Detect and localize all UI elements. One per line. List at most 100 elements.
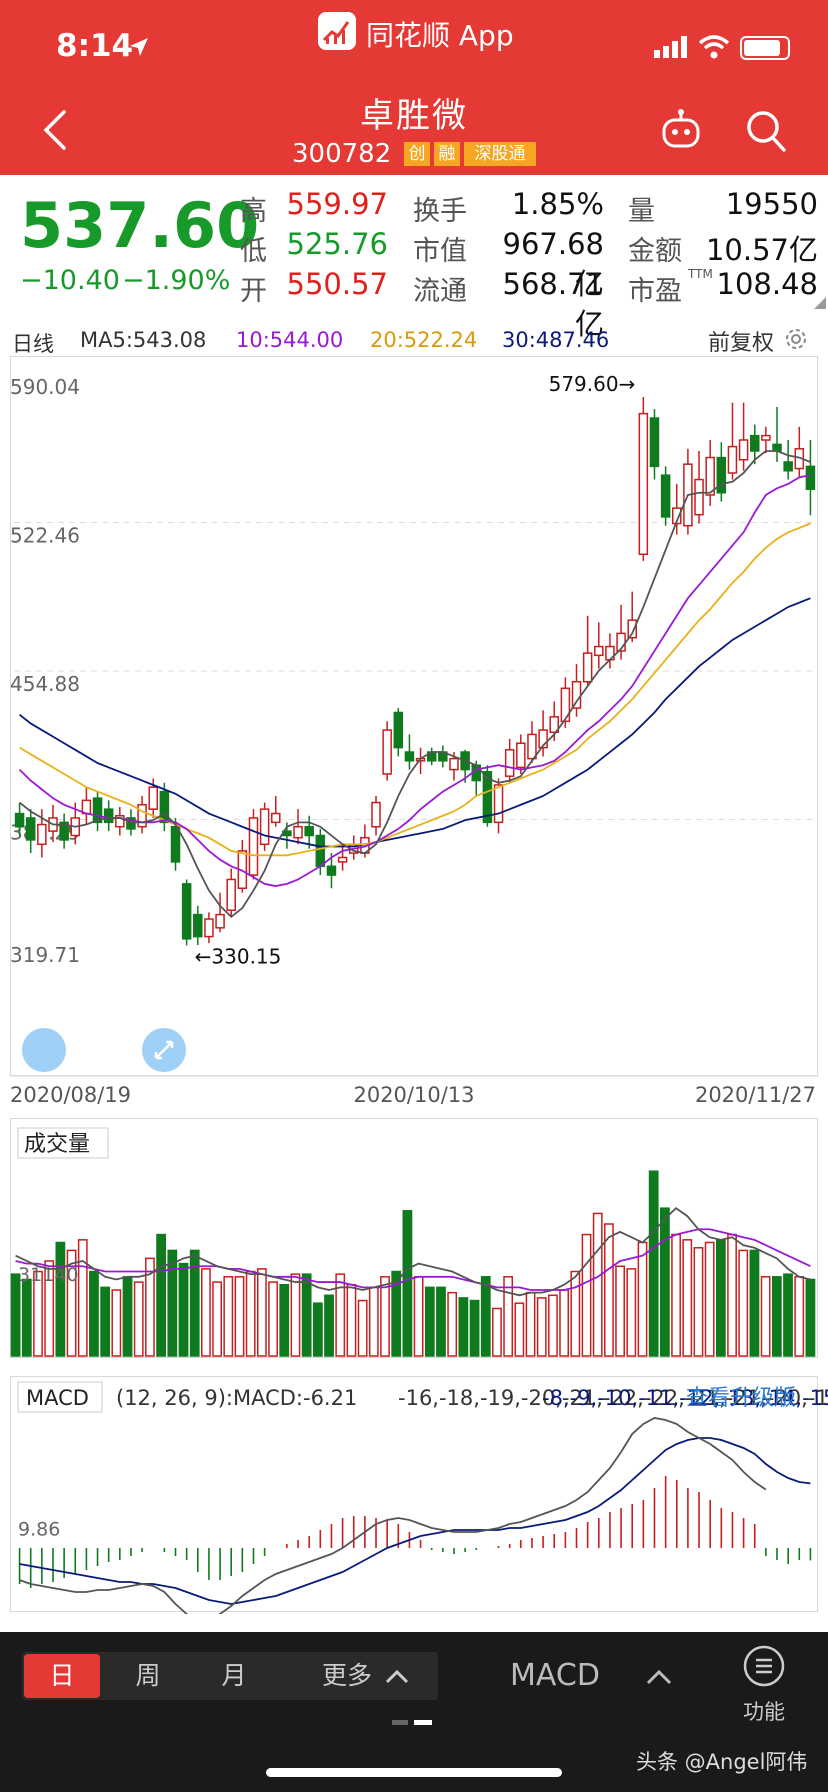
volume-bar: [805, 1278, 816, 1357]
volume-bar: [626, 1268, 637, 1357]
candle-body: [594, 645, 604, 657]
volume-bar: [335, 1273, 346, 1357]
volume-bar: [245, 1270, 256, 1357]
indicator-selector[interactable]: MACD: [510, 1654, 680, 1698]
volume-bar: [693, 1247, 704, 1357]
macd-title-box: [17, 1381, 103, 1413]
candle-body: [805, 465, 816, 490]
candle-body: [137, 804, 147, 828]
volume-bar: [380, 1276, 390, 1357]
volume-bar: [111, 1289, 122, 1357]
volume-bar: [133, 1281, 144, 1357]
candle-body: [271, 812, 281, 824]
volume-bar: [424, 1286, 435, 1357]
volume-bar: [436, 1286, 446, 1357]
volume-bar: [189, 1249, 200, 1357]
volume-bar: [525, 1291, 536, 1357]
location-arrow-icon: [130, 38, 148, 56]
volume-bar: [178, 1262, 189, 1357]
volume-bar: [145, 1257, 155, 1357]
candle-body: [226, 878, 236, 911]
amount-label: 金额: [628, 236, 682, 267]
tab-day[interactable]: 日: [24, 1654, 100, 1698]
candle-body: [115, 814, 125, 828]
volume-ma5-line: [15, 1206, 811, 1297]
adjust-selector[interactable]: 前复权: [708, 325, 774, 357]
candle-body: [527, 733, 537, 760]
robot-assistant-button[interactable]: [658, 108, 704, 154]
turnover-value: 1.85%: [511, 187, 604, 221]
volume-bar: [771, 1276, 782, 1357]
kline-y-tick: 522.46: [10, 524, 80, 548]
mcap-value: 967.68亿: [502, 227, 604, 301]
kline-expand-button[interactable]: [142, 1028, 186, 1072]
volume-value: 19550: [725, 187, 818, 221]
signal-icon: [654, 36, 690, 58]
page-dot-active: [414, 1720, 432, 1725]
volume-bar: [122, 1276, 133, 1357]
badge-rong: 融: [434, 142, 460, 166]
expand-arrows-icon: [154, 1040, 174, 1060]
candle-body: [215, 913, 225, 929]
candle-body: [727, 445, 738, 474]
volume-y-tick: 31140: [18, 1264, 78, 1286]
macd-title: MACD: [26, 1386, 89, 1410]
candle-body: [393, 711, 404, 749]
volume-bar: [33, 1270, 43, 1357]
tab-week-label: 周: [135, 1661, 161, 1690]
tab-week[interactable]: 周: [110, 1654, 186, 1698]
volume-bar: [290, 1273, 301, 1357]
indicator-chevron-up-icon[interactable]: [644, 1666, 674, 1688]
expand-triangle-icon[interactable]: [814, 297, 826, 309]
macd-upgrade-link[interactable]: 查看升级版: [686, 1386, 796, 1411]
volume-bar: [604, 1223, 614, 1357]
volume-bar: [402, 1210, 413, 1357]
pe-value: 108.48: [716, 267, 818, 301]
candle-body: [504, 749, 515, 777]
candle-body: [170, 825, 181, 863]
kline-legend: 日线 MA5:543.08 10:544.00 20:522.24 30:487…: [0, 322, 828, 356]
volume-bar: [727, 1233, 737, 1357]
kline-chart[interactable]: 590.04522.46454.88387.29319.71579.60→←33…: [0, 356, 828, 1116]
function-button[interactable]: 功能: [738, 1644, 790, 1724]
more-label: 更多: [322, 1661, 373, 1690]
home-indicator: [266, 1768, 562, 1777]
volume-bar: [234, 1276, 245, 1357]
macd-dea: -8,-9,-10,-11,-12,-13,-14,-15,-16,-17,-1…: [542, 1386, 828, 1410]
volume-bar: [671, 1233, 681, 1357]
volume-bar: [715, 1239, 726, 1357]
volume-bar: [156, 1233, 167, 1357]
badge-chuang: 创: [404, 142, 430, 166]
volume-bar: [503, 1276, 514, 1357]
candle-body: [337, 856, 348, 863]
volume-chart[interactable]: 成交量 31140: [0, 1118, 828, 1360]
candle-body: [92, 797, 103, 824]
candle-body: [783, 461, 793, 472]
candle-body: [749, 434, 760, 452]
stock-name: 卓胜微: [360, 96, 468, 136]
candle-body: [482, 771, 493, 824]
candle-body: [103, 808, 114, 824]
candle-body: [516, 742, 526, 769]
macd-chart[interactable]: MACD (12, 26, 9):MACD:-6.21 -16,-18,-19,-2…: [0, 1376, 828, 1614]
volume-bar: [704, 1241, 715, 1357]
indicator-label: MACD: [510, 1658, 600, 1693]
candle-body: [560, 687, 571, 723]
volume-bar: [447, 1291, 458, 1357]
volume-bar: [458, 1297, 469, 1357]
kline-collapse-button[interactable]: [22, 1028, 66, 1072]
more-periods-button[interactable]: 更多: [322, 1654, 432, 1698]
search-button[interactable]: [744, 108, 788, 154]
candle-body: [304, 825, 314, 837]
chevron-up-icon: [385, 1669, 409, 1684]
volume-bar: [749, 1249, 760, 1357]
volume-title-box: [17, 1127, 109, 1159]
back-button[interactable]: [36, 108, 76, 152]
kline-y-tick: 454.88: [10, 672, 80, 696]
tab-month[interactable]: 月: [196, 1654, 272, 1698]
candle-body: [59, 821, 69, 841]
quote-panel: 537.60 −10.40 −1.90% 高 559.97 低 525.76 开…: [0, 175, 828, 341]
gear-icon[interactable]: [784, 327, 808, 351]
ma20-line: [19, 522, 811, 857]
volume-bar: [368, 1286, 379, 1357]
